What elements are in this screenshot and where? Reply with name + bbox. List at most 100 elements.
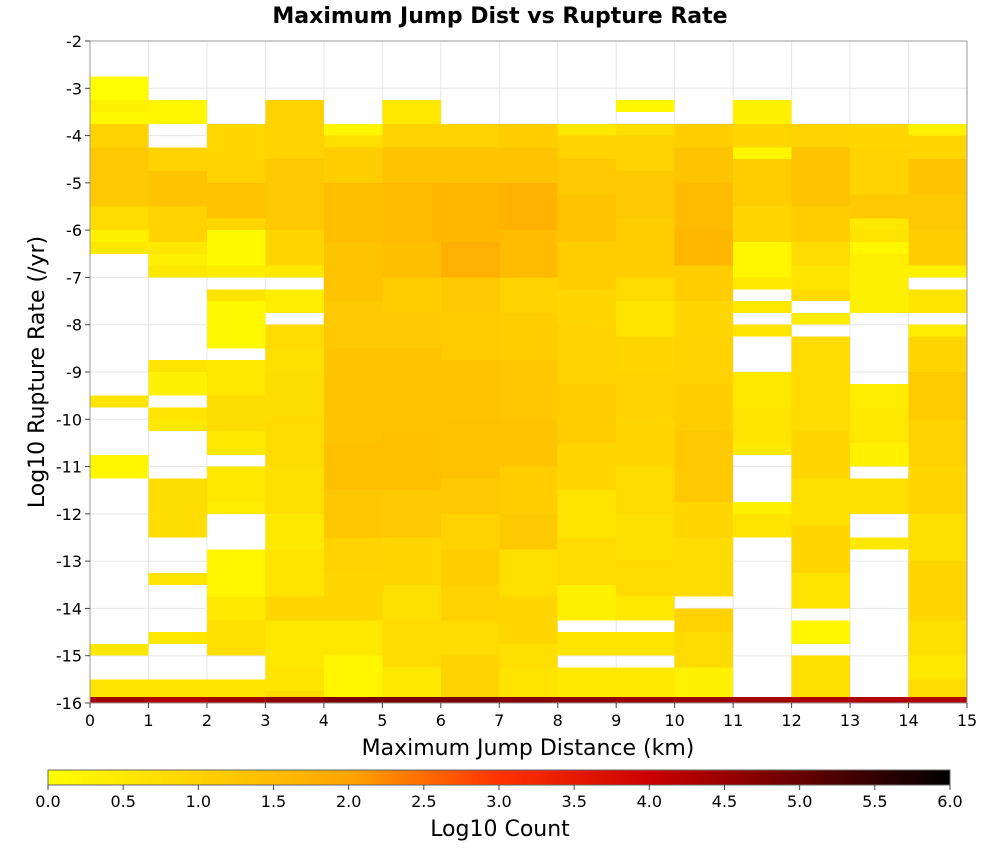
heatmap-cell	[265, 466, 324, 514]
heatmap-cells	[90, 76, 967, 703]
heatmap-cell	[557, 135, 617, 160]
heatmap-cell	[557, 324, 617, 384]
y-tick-label: -3	[66, 79, 82, 98]
heatmap-cell	[382, 123, 441, 148]
heatmap-cell-bottom-row	[557, 697, 617, 703]
heatmap-cell	[323, 147, 383, 183]
colorbar	[47, 769, 951, 786]
heatmap-cell	[440, 513, 500, 550]
heatmap-cell	[265, 549, 324, 597]
heatmap-cell-bottom-row	[148, 697, 207, 703]
heatmap-cell	[382, 490, 441, 538]
heatmap-cell	[499, 312, 558, 361]
heatmap-cell	[674, 502, 734, 538]
heatmap-cell	[265, 419, 324, 467]
heatmap-cell	[265, 265, 324, 278]
x-tick-label: 1	[143, 711, 153, 730]
heatmap-cell	[616, 336, 675, 372]
heatmap-cell	[499, 360, 558, 420]
heatmap-cell	[440, 478, 500, 514]
heatmap-cell	[733, 407, 792, 443]
heatmap-cell	[90, 230, 149, 242]
heatmap-cell-bottom-row	[791, 697, 851, 703]
heatmap-cell	[382, 667, 441, 698]
heatmap-cell	[733, 241, 792, 278]
heatmap-cell	[499, 147, 558, 183]
heatmap-cell	[440, 312, 500, 361]
heatmap-cell	[206, 620, 266, 656]
heatmap-cell	[908, 230, 967, 266]
heatmap-cell	[265, 100, 324, 160]
heatmap-cell-bottom-row	[616, 697, 675, 703]
heatmap-cell	[206, 549, 266, 597]
heatmap-cell	[323, 490, 383, 538]
heatmap-cell	[674, 182, 734, 231]
x-tick-label: 10	[664, 711, 684, 730]
heatmap-cell	[499, 643, 558, 668]
heatmap-cell	[90, 241, 149, 254]
colorbar-label: Log10 Count	[430, 817, 570, 842]
heatmap-cell	[382, 312, 441, 349]
heatmap-cell	[674, 383, 734, 432]
heatmap-cell	[733, 277, 792, 290]
y-tick-label: -6	[66, 221, 82, 240]
chart-title: Maximum Jump Dist vs Rupture Rate	[272, 4, 727, 29]
colorbar-tick-label: 1.5	[261, 792, 286, 811]
heatmap-cell	[382, 241, 441, 278]
heatmap-cell	[733, 442, 792, 455]
heatmap-cell	[557, 667, 617, 698]
heatmap-cell	[733, 159, 792, 207]
heatmap-cell	[850, 407, 909, 443]
heatmap-cell	[908, 513, 967, 562]
colorbar-tick-label: 5.0	[787, 792, 812, 811]
heatmap-cell	[148, 171, 207, 207]
y-axis-label: Log10 Rupture Rate (/yr)	[25, 236, 50, 508]
heatmap-cell	[323, 182, 383, 242]
heatmap-cell	[265, 620, 324, 668]
x-tick-label: 4	[319, 711, 329, 730]
heatmap-cell	[90, 100, 149, 112]
heatmap-cell	[90, 206, 149, 231]
heatmap-cell	[674, 632, 734, 668]
heatmap-cell	[616, 632, 675, 656]
heatmap-cell	[206, 230, 266, 266]
heatmap-cell	[90, 147, 149, 207]
colorbar-tick-label: 2.5	[411, 792, 436, 811]
colorbar-tick-label: 3.0	[486, 792, 511, 811]
heatmap-cell	[148, 632, 207, 644]
heatmap-cell	[616, 123, 675, 136]
heatmap-cell	[90, 643, 149, 656]
heatmap-cell	[440, 360, 500, 420]
heatmap-cell	[908, 655, 967, 680]
heatmap-cell	[791, 241, 851, 266]
heatmap-cell	[791, 265, 851, 290]
heatmap-cell	[674, 336, 734, 384]
x-axis-ticks: 0 1 2 3 4 5 6 7 8 9 10 11 12 13 14 15	[85, 703, 977, 730]
heatmap-cell	[440, 620, 500, 656]
heatmap-cell	[674, 667, 734, 698]
heatmap-cell	[616, 372, 675, 420]
heatmap-cell	[908, 123, 967, 136]
x-tick-label: 0	[85, 711, 95, 730]
heatmap-cell	[206, 679, 266, 698]
y-tick-label: -9	[66, 363, 82, 382]
colorbar-tick-label: 0.5	[110, 792, 135, 811]
heatmap-cell	[148, 206, 207, 242]
x-tick-label: 6	[436, 711, 446, 730]
heatmap-cell	[616, 667, 675, 698]
colorbar-tick-label: 1.0	[186, 792, 211, 811]
heatmap-cell	[616, 301, 675, 337]
heatmap-cell	[674, 230, 734, 266]
heatmap-cell	[616, 596, 675, 621]
heatmap-cell	[557, 490, 617, 538]
heatmap-cell	[440, 584, 500, 621]
y-tick-label: -5	[66, 174, 82, 193]
colorbar-tick-label: 4.0	[637, 792, 662, 811]
heatmap-cell	[90, 111, 149, 124]
colorbar-tick-label: 0.0	[35, 792, 60, 811]
heatmap-cell	[265, 596, 324, 621]
heatmap-cell	[557, 289, 617, 325]
heatmap-cell	[908, 135, 967, 160]
heatmap-cell	[616, 466, 675, 514]
